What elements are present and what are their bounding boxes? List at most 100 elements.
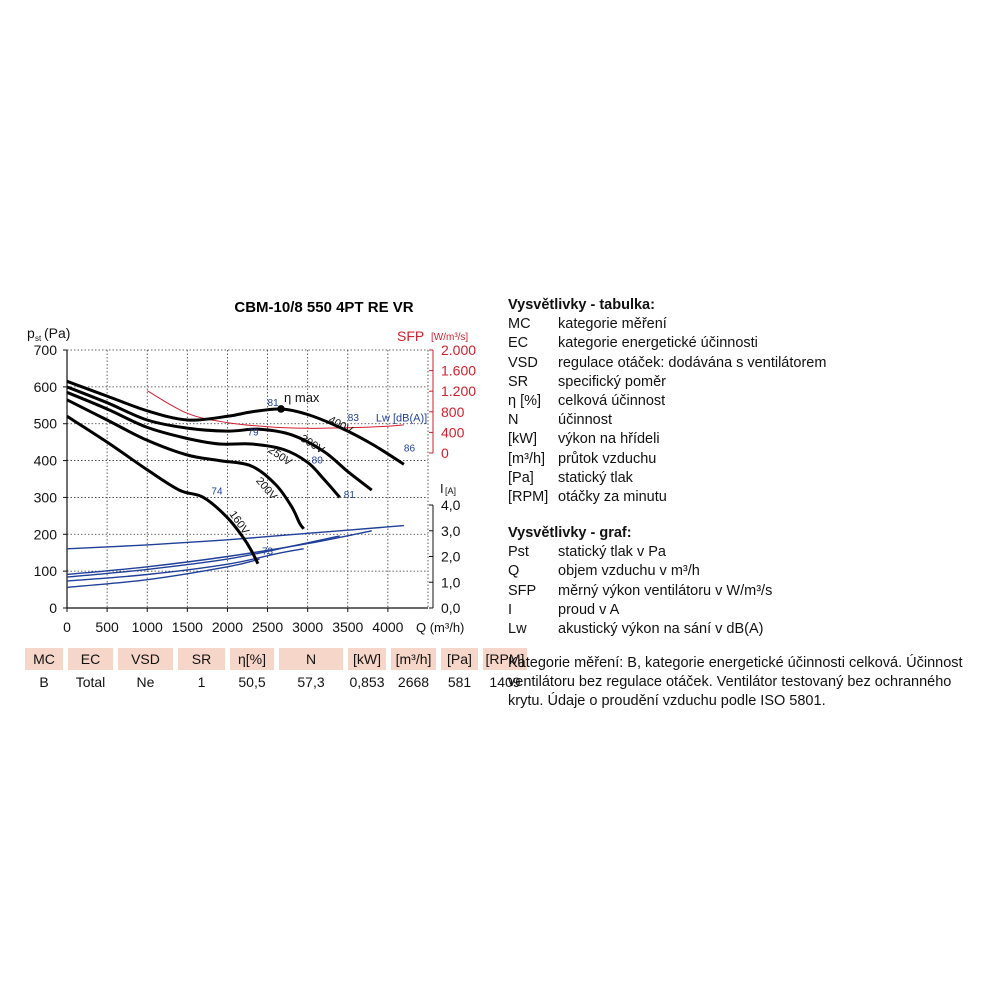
legend-row: MC kategorie měření — [508, 315, 826, 334]
spec-value-cell: Total — [75, 674, 106, 690]
eta-max-marker — [277, 405, 285, 413]
current-tick-label: 4,0 — [441, 497, 461, 513]
legend-abbr: Lw — [508, 621, 527, 638]
y-axis-label-unit: (Pa) — [44, 325, 70, 341]
efficiency-label: 86 — [404, 443, 416, 454]
legend-row: SR specifický poměr — [508, 373, 826, 392]
spec-value-cell: B — [39, 674, 49, 690]
spec-value-cell: 50,5 — [238, 674, 266, 690]
voltage-label: 200V — [253, 475, 279, 503]
x-tick-label: 2500 — [252, 619, 283, 635]
current-curve — [66, 558, 260, 589]
voltage-label: 300V — [298, 433, 327, 457]
legend-text: průtok vzduchu — [558, 450, 657, 467]
spec-value-cell: 1 — [197, 674, 206, 690]
sfp-tick-label: 1.200 — [441, 383, 476, 399]
legend-graph-title: Vysvětlivky - graf: — [508, 525, 632, 541]
x-tick-label: 3000 — [292, 619, 323, 635]
legend-abbr: VSD — [508, 354, 538, 371]
legend-row: VSD regulace otáček: dodávána s ventiláto… — [508, 354, 826, 373]
legend-abbr: [kW] — [508, 431, 537, 448]
legend-abbr: η [%] — [508, 393, 542, 410]
y-tick-label: 500 — [34, 416, 58, 432]
spec-value-cell: 57,3 — [297, 674, 325, 690]
spec-header-cell: EC — [68, 648, 113, 670]
legend-text: kategorie energetické účinnosti — [558, 335, 758, 352]
sfp-tick-label: 800 — [441, 404, 465, 420]
legend-row: SFP měrný výkon ventilátoru v W/m³/s — [508, 582, 772, 601]
legend-abbr: N — [508, 412, 519, 429]
legend-row: Lw akustický výkon na sání v dB(A) — [508, 620, 772, 639]
current-curve — [66, 548, 304, 582]
spec-value-cell: 581 — [447, 674, 472, 690]
pressure-curve-300v — [66, 385, 373, 492]
sfp-tick-label: 400 — [441, 424, 465, 440]
legend-graph-block: Vysvětlivky - graf: Pst statický tlak v P… — [508, 524, 772, 639]
x-tick-label: 0 — [63, 619, 71, 635]
legend-abbr: SR — [508, 373, 529, 390]
legend-text: objem vzduchu v m³/h — [558, 563, 700, 580]
y-tick-label: 700 — [34, 342, 58, 358]
efficiency-label: 79 — [248, 428, 260, 439]
legend-text: kategorie měření — [558, 316, 667, 333]
sfp-tick-label: 1.600 — [441, 363, 476, 379]
sfp-axis-label: SFP — [397, 328, 424, 344]
y-tick-label: 200 — [34, 526, 58, 542]
legend-abbr: SFP — [508, 582, 537, 599]
spec-value-cell: 2668 — [397, 674, 430, 690]
pressure-curve-200v — [66, 398, 305, 530]
x-tick-label: 1000 — [132, 619, 163, 635]
spec-value-cell: 0,853 — [349, 674, 385, 690]
legend-row: [m³/h] průtok vzduchu — [508, 450, 826, 469]
legend-abbr: MC — [508, 316, 531, 333]
efficiency-label: 81 — [268, 398, 280, 409]
sfp-axis-unit: [W/m³/s] — [431, 332, 468, 343]
legend-abbr: Pst — [508, 544, 529, 561]
current-tick-label: 3,0 — [441, 523, 461, 539]
spec-header-cell: MC — [25, 648, 63, 670]
y-axis-label-main: p — [27, 325, 35, 341]
legend-text: otáčky za minutu — [558, 489, 667, 506]
pressure-curve-160v — [66, 415, 260, 565]
legend-abbr: Q — [508, 563, 520, 580]
spec-header-cell: [Pa] — [441, 648, 478, 670]
legend-text: celková účinnost — [558, 393, 666, 410]
current-curve — [66, 530, 372, 576]
legend-abbr: I — [508, 601, 513, 618]
chart-axes: 0 500 1000 1500 2000 2500 3000 3500 400001002003… — [27, 325, 476, 635]
x-tick-label: 4000 — [372, 619, 403, 635]
eta-max-label: η max — [284, 390, 320, 405]
legend-text: akustický výkon na sání v dB(A) — [558, 621, 764, 638]
pressure-curves — [66, 379, 405, 565]
legend-table-title: Vysvětlivky - tabulka: — [508, 297, 655, 313]
spec-table-header-row: MC EC VSD SR η[%] N [kW] [m³/h] [Pa] [RP… — [25, 648, 527, 670]
legend-row: [kW] výkon na hřídeli — [508, 430, 826, 449]
current-curve — [66, 524, 404, 550]
sfp-tick-label: 0 — [441, 445, 449, 461]
legend-text: regulace otáček: dodávána s ventilátorem — [558, 354, 827, 371]
x-tick-label: 2000 — [212, 619, 243, 635]
current-tick-label: 1,0 — [441, 574, 461, 590]
spec-table-value-row: B Total Ne 1 50,5 57,3 0,853 2668 581 14… — [25, 670, 527, 694]
legend-text: statický tlak — [558, 469, 633, 486]
legend-row: η [%] celková účinnost — [508, 392, 826, 411]
current-curve — [66, 535, 340, 578]
fan-performance-chart: CBM-10/8 550 4PT RE VR 0 500 1000 1500 2000 2… — [27, 299, 476, 635]
legend-row: Pst statický tlak v Pa — [508, 543, 772, 562]
legend-row: EC kategorie energetické účinnosti — [508, 334, 826, 353]
y-tick-label: 400 — [34, 453, 58, 469]
legend-table-block: Vysvětlivky - tabulka: MC kategorie měřen… — [508, 296, 826, 507]
legend-abbr: [RPM] — [508, 489, 549, 506]
legend-text: výkon na hřídeli — [558, 431, 660, 448]
spec-header-cell: VSD — [118, 648, 173, 670]
spec-header-cell: η[%] — [230, 648, 274, 670]
spec-table: MC EC VSD SR η[%] N [kW] [m³/h] [Pa] [RP… — [20, 648, 532, 694]
lw-label: Lw [dB(A)] — [376, 413, 427, 425]
sfp-tick-label: 2.000 — [441, 342, 476, 358]
legend-text: specifický poměr — [558, 373, 666, 390]
current-tick-label: 0,0 — [441, 600, 461, 616]
legend-text: proud v A — [558, 601, 620, 618]
y-axis-label-sub: st — [35, 334, 42, 343]
